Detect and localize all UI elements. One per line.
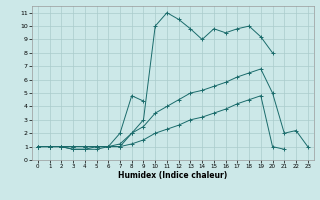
- X-axis label: Humidex (Indice chaleur): Humidex (Indice chaleur): [118, 171, 228, 180]
